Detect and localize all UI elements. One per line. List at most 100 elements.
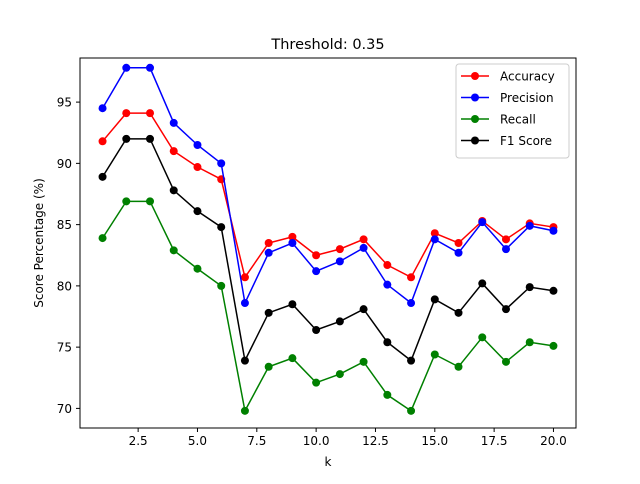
y-tick-label: 70 — [57, 402, 72, 416]
y-tick-label: 95 — [57, 96, 72, 110]
x-tick-label: 2.5 — [129, 434, 148, 448]
data-point — [501, 305, 510, 314]
data-point — [193, 140, 202, 149]
data-point — [312, 378, 321, 387]
legend-marker — [471, 115, 479, 123]
data-point — [98, 137, 107, 146]
data-point — [359, 305, 368, 314]
data-point — [169, 118, 178, 127]
data-point — [312, 267, 321, 276]
legend-entry: Precision — [461, 91, 554, 105]
data-point — [501, 235, 510, 244]
x-axis-label: k — [325, 455, 332, 469]
data-point — [430, 350, 439, 359]
data-point — [240, 356, 249, 365]
data-point — [240, 406, 249, 415]
data-point — [217, 281, 226, 290]
legend-label: Precision — [500, 91, 554, 105]
data-point — [501, 357, 510, 366]
data-point — [264, 248, 273, 257]
legend-entry: Recall — [461, 113, 536, 127]
data-point — [383, 280, 392, 289]
data-point — [407, 299, 416, 308]
y-axis-label: Score Percentage (%) — [32, 178, 46, 308]
legend-label: Recall — [500, 113, 536, 127]
data-point — [454, 248, 463, 257]
data-point — [430, 229, 439, 238]
data-point — [146, 134, 155, 143]
data-point — [98, 172, 107, 181]
x-tick-label: 15.0 — [421, 434, 448, 448]
series-line — [101, 200, 554, 414]
data-point — [169, 186, 178, 195]
series-line — [101, 138, 554, 363]
data-point — [169, 246, 178, 255]
legend-marker — [471, 93, 479, 102]
data-point — [359, 235, 368, 244]
data-point — [525, 338, 534, 347]
data-point — [454, 239, 463, 247]
y-tick-label: 90 — [57, 157, 72, 171]
data-point — [122, 63, 131, 72]
data-point — [383, 261, 392, 270]
data-point — [288, 300, 297, 309]
data-point — [501, 245, 510, 254]
data-point — [98, 234, 107, 243]
data-point — [288, 239, 297, 247]
legend-marker — [471, 72, 479, 80]
series-0 — [98, 109, 558, 282]
data-point — [146, 63, 155, 72]
data-point — [240, 273, 249, 282]
legend-label: Accuracy — [500, 70, 555, 84]
data-point — [146, 109, 155, 118]
data-point — [335, 370, 344, 379]
data-point — [407, 406, 416, 415]
data-point — [430, 235, 439, 244]
x-tick-label: 20.0 — [540, 434, 567, 448]
y-tick-label: 75 — [57, 341, 72, 355]
x-tick-label: 17.5 — [481, 434, 508, 448]
data-point — [359, 243, 368, 252]
data-point — [549, 341, 558, 350]
data-point — [312, 325, 321, 334]
data-point — [478, 279, 487, 288]
data-point — [288, 354, 297, 363]
x-tick-label: 10.0 — [303, 434, 330, 448]
data-point — [359, 357, 368, 366]
data-point — [122, 134, 131, 143]
data-point — [335, 245, 344, 254]
data-point — [122, 109, 131, 118]
legend-entry: F1 Score — [461, 134, 552, 148]
data-point — [193, 207, 202, 216]
data-point — [549, 286, 558, 295]
legend-marker — [471, 136, 479, 145]
series-2 — [98, 197, 558, 415]
data-point — [217, 159, 226, 168]
legend-label: F1 Score — [500, 134, 552, 148]
chart-title: Threshold: 0.35 — [270, 37, 384, 53]
x-tick-label: 5.0 — [188, 434, 207, 448]
y-tick-label: 80 — [57, 279, 72, 293]
series-3 — [98, 134, 558, 365]
data-point — [525, 221, 534, 230]
data-point — [312, 251, 321, 260]
data-point — [525, 283, 534, 292]
data-point — [335, 317, 344, 326]
data-point — [264, 362, 273, 371]
legend: Accuracy Precision Recall F1 Score — [455, 63, 570, 159]
data-point — [169, 147, 178, 156]
plot-frame — [79, 57, 577, 429]
x-axis: 2.5 5.0 7.5 10.0 12.5 15.0 17.5 20.0 — [129, 428, 567, 448]
data-point — [478, 218, 487, 227]
data-point — [264, 308, 273, 317]
data-point — [193, 264, 202, 273]
legend-box — [455, 63, 570, 159]
data-point — [193, 163, 202, 172]
x-tick-label: 7.5 — [247, 434, 266, 448]
data-point — [217, 223, 226, 232]
x-tick-label: 12.5 — [362, 434, 389, 448]
data-point — [407, 273, 416, 282]
series-layer — [98, 63, 558, 415]
data-point — [454, 362, 463, 371]
